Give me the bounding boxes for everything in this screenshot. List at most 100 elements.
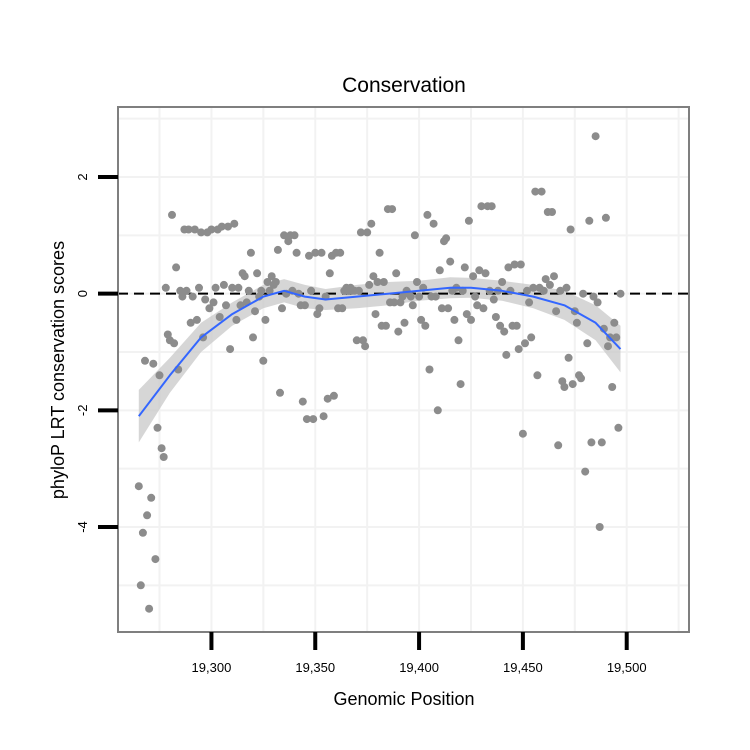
- data-point: [205, 304, 214, 313]
- data-point: [371, 310, 380, 319]
- data-point: [352, 336, 361, 345]
- data-point: [475, 266, 484, 275]
- data-point: [234, 283, 243, 292]
- data-point: [390, 298, 399, 307]
- data-point: [413, 278, 421, 286]
- data-point: [307, 286, 316, 295]
- data-point: [161, 283, 170, 292]
- data-point: [170, 339, 179, 348]
- data-point: [529, 283, 538, 292]
- data-point: [408, 301, 417, 310]
- data-point: [136, 581, 145, 590]
- data-point: [265, 286, 274, 295]
- data-point: [583, 339, 592, 348]
- data-point: [471, 292, 480, 301]
- data-point: [182, 286, 191, 295]
- data-point: [211, 283, 220, 292]
- data-point: [595, 523, 604, 531]
- data-point: [151, 555, 160, 564]
- data-point: [601, 213, 610, 222]
- data-point: [149, 359, 158, 368]
- data-point: [477, 202, 486, 211]
- data-point: [379, 278, 388, 286]
- data-point: [562, 283, 571, 292]
- data-point: [226, 345, 235, 354]
- data-point: [541, 275, 550, 284]
- data-point: [423, 210, 432, 219]
- data-point: [568, 380, 577, 389]
- data-point: [394, 327, 403, 336]
- data-point: [556, 286, 565, 295]
- data-point: [155, 371, 164, 380]
- data-point: [232, 315, 241, 324]
- data-point: [197, 228, 206, 237]
- data-point: [244, 286, 253, 295]
- data-point: [381, 321, 390, 330]
- x-tick-label: 19,400: [399, 660, 439, 675]
- y-tick-label: 0: [75, 290, 90, 297]
- data-point: [479, 304, 488, 313]
- data-point: [186, 318, 195, 327]
- data-point: [523, 286, 531, 295]
- data-point: [145, 604, 154, 613]
- x-axis-label: Genomic Position: [333, 689, 474, 709]
- data-point: [560, 383, 569, 391]
- data-point: [141, 356, 149, 365]
- data-point: [246, 248, 255, 257]
- data-point: [147, 493, 156, 502]
- data-point: [500, 327, 509, 336]
- data-point: [581, 467, 590, 476]
- x-tick-label: 19,450: [503, 660, 543, 675]
- data-point: [153, 423, 162, 432]
- data-point: [207, 225, 216, 234]
- y-tick-label: 2: [75, 173, 90, 180]
- data-point: [143, 511, 152, 520]
- data-point: [363, 228, 372, 237]
- data-point: [469, 272, 478, 281]
- data-point: [261, 315, 270, 324]
- x-tick-label: 19,300: [192, 660, 232, 675]
- plot-panel: [118, 107, 689, 632]
- data-point: [168, 210, 176, 219]
- data-point: [516, 260, 525, 269]
- data-point: [375, 248, 384, 257]
- data-point: [230, 219, 239, 228]
- data-point: [498, 278, 507, 286]
- data-point: [504, 263, 513, 272]
- data-point: [195, 283, 203, 292]
- data-point: [273, 245, 282, 254]
- data-point: [464, 216, 473, 225]
- data-point: [415, 292, 424, 301]
- data-point: [446, 257, 455, 266]
- data-point: [290, 231, 299, 240]
- data-point: [172, 263, 181, 272]
- x-axis: 19,300 19,350 19,400 19,450 19,500: [192, 632, 647, 675]
- data-point: [548, 208, 556, 216]
- data-point: [481, 269, 490, 278]
- data-point: [489, 295, 498, 304]
- panel-border: [117, 106, 690, 633]
- data-point: [257, 286, 266, 295]
- data-point: [425, 365, 434, 374]
- data-point: [616, 289, 625, 298]
- data-point: [577, 374, 585, 383]
- data-point: [550, 272, 558, 281]
- data-point: [361, 342, 370, 351]
- data-point: [292, 248, 301, 257]
- data-point: [512, 321, 521, 330]
- data-point: [263, 278, 272, 286]
- y-axis: -4 -2 0 2: [75, 173, 118, 533]
- data-point: [222, 301, 230, 310]
- data-point: [406, 292, 415, 301]
- smooth-trend-line: [138, 286, 622, 417]
- data-point: [525, 298, 534, 307]
- data-point: [317, 248, 326, 257]
- data-point: [487, 202, 496, 211]
- data-point: [336, 248, 345, 257]
- data-point: [435, 266, 444, 275]
- data-point: [267, 272, 276, 281]
- data-point: [518, 429, 527, 438]
- x-tick-label: 19,500: [607, 660, 647, 675]
- data-point: [253, 269, 262, 278]
- x-tick-label: 19,350: [295, 660, 335, 675]
